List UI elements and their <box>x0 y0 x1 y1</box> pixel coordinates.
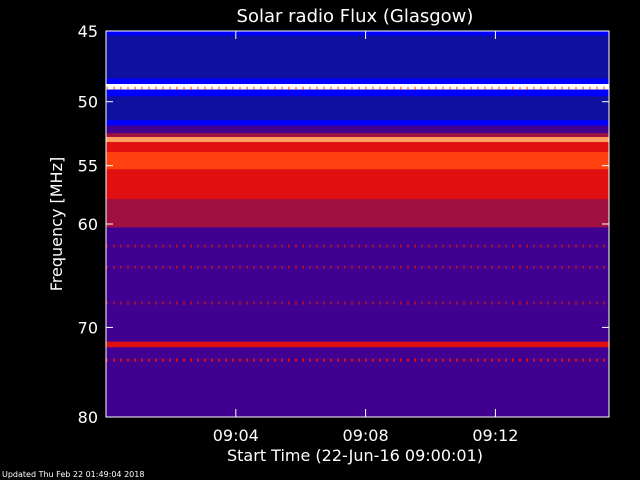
frequency-bands <box>106 31 609 418</box>
y-tick-label: 80 <box>78 408 98 427</box>
axes: 45 50 55 60 70 80 09:04 09:08 09:12 <box>78 22 609 445</box>
frequency-band <box>106 84 609 90</box>
y-tick-label: 50 <box>78 93 98 112</box>
x-tick-label: 09:04 <box>213 426 259 445</box>
x-tick-label: 09:08 <box>343 426 389 445</box>
frequency-band <box>106 169 609 200</box>
frequency-band <box>106 341 609 348</box>
frequency-band <box>106 347 609 418</box>
updated-timestamp: Updated Thu Feb 22 01:49:04 2018 <box>2 470 145 479</box>
frequency-band <box>106 133 609 138</box>
chart-title: Solar radio Flux (Glasgow) <box>237 6 474 27</box>
x-tick-label: 09:12 <box>472 426 518 445</box>
frequency-band <box>106 31 609 36</box>
frequency-band <box>106 136 609 143</box>
frequency-band <box>106 227 609 343</box>
frequency-band <box>106 89 609 97</box>
y-tick-label: 45 <box>78 22 98 41</box>
frequency-band <box>106 152 609 170</box>
x-axis-label: Start Time (22-Jun-16 09:00:01) <box>227 446 483 465</box>
frequency-band <box>106 120 609 126</box>
frequency-band <box>106 96 609 121</box>
frequency-band <box>106 78 609 85</box>
y-tick-label: 55 <box>78 157 98 176</box>
frequency-band <box>106 198 609 228</box>
frequency-band <box>106 125 609 134</box>
y-axis-label: Frequency [MHz] <box>47 157 66 291</box>
frequency-band <box>106 35 609 79</box>
y-tick-label: 60 <box>78 215 98 234</box>
y-tick-label: 70 <box>78 318 98 337</box>
frequency-band <box>106 142 609 153</box>
